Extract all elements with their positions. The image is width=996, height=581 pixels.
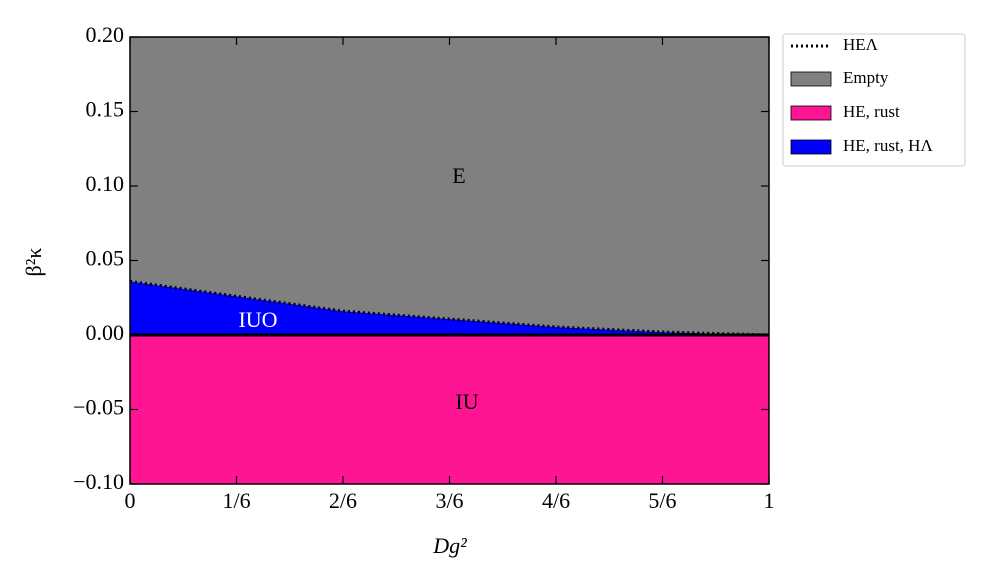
x-tick-label: 0: [125, 488, 136, 513]
legend-swatch: [790, 139, 832, 155]
legend-label: HEΛ: [843, 35, 879, 54]
y-tick-label: −0.10: [73, 469, 124, 494]
y-tick-label: 0.15: [86, 97, 125, 122]
legend-label: Empty: [843, 68, 889, 87]
y-tick-label: 0.20: [86, 22, 125, 47]
legend-swatch: [790, 71, 832, 87]
x-tick-label: 1: [764, 488, 775, 513]
y-tick-label: 0.10: [86, 171, 125, 196]
legend-swatch: [790, 105, 832, 121]
x-tick-label: 1/6: [222, 488, 250, 513]
y-tick-label: 0.00: [86, 320, 125, 345]
lambda-region: [130, 281, 769, 335]
x-tick-label: 5/6: [648, 488, 676, 513]
x-tick-label: 3/6: [435, 488, 463, 513]
x-tick-label: 4/6: [542, 488, 570, 513]
region-label: E: [452, 163, 465, 188]
region-label: IU: [455, 389, 478, 414]
y-axis-label: β²κ: [21, 248, 46, 277]
line: [129, 279, 770, 337]
empty-region: [130, 37, 769, 335]
x-axis-label: Dg²: [432, 533, 467, 558]
legend-label: HE, rust: [843, 102, 900, 121]
x-tick-label: 2/6: [329, 488, 357, 513]
ust-region: [130, 335, 769, 484]
y-tick-label: −0.05: [73, 395, 124, 420]
region-label: IUO: [238, 307, 277, 332]
y-tick-label: 0.05: [86, 246, 125, 271]
legend-box: [782, 33, 966, 167]
legend-label: HE, rust, HΛ: [843, 136, 933, 155]
